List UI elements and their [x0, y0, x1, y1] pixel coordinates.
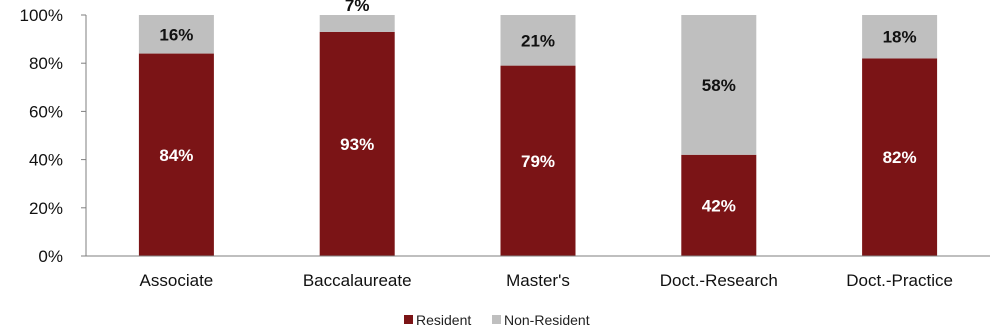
legend-label: Non-Resident: [504, 312, 590, 328]
y-tick-label: 0%: [38, 247, 63, 266]
data-labels: 84% 16% 93% 7% 79% 21% 42% 58% 82% 18%: [159, 0, 916, 215]
y-tick-label: 80%: [29, 54, 63, 73]
data-label: 18%: [883, 28, 917, 47]
data-label: 79%: [521, 152, 555, 171]
bar-resident: [862, 58, 938, 256]
data-label: 7%: [345, 0, 370, 15]
legend-swatch: [404, 315, 413, 324]
data-label: 42%: [702, 196, 736, 215]
legend-label: Resident: [416, 312, 471, 328]
data-label: 82%: [883, 148, 917, 167]
y-tick-label: 100%: [20, 6, 63, 25]
data-label: 16%: [159, 25, 193, 44]
bar-non-resident: [500, 15, 576, 66]
data-label: 21%: [521, 31, 555, 50]
y-tick-label: 40%: [29, 151, 63, 170]
data-label: 84%: [159, 146, 193, 165]
x-tick-label: Associate: [140, 271, 214, 290]
bar-non-resident: [681, 15, 757, 155]
x-tick-label: Baccalaureate: [303, 271, 412, 290]
legend: Resident Non-Resident: [404, 312, 590, 328]
y-axis: 0% 20% 40% 60% 80% 100%: [20, 6, 87, 266]
bar-resident: [319, 31, 395, 257]
legend-swatch: [492, 315, 501, 324]
bar-non-resident: [319, 15, 395, 32]
y-tick-label: 60%: [29, 102, 63, 121]
x-tick-label: Doct.-Practice: [846, 271, 953, 290]
bar-non-resident: [138, 15, 214, 54]
x-tick-label: Doct.-Research: [660, 271, 778, 290]
data-label: 58%: [702, 76, 736, 95]
bar-resident: [138, 53, 214, 257]
y-tick-label: 20%: [29, 199, 63, 218]
data-label: 93%: [340, 135, 374, 154]
bar-resident: [681, 154, 757, 256]
bar-non-resident: [862, 15, 938, 59]
x-tick-label: Master's: [506, 271, 570, 290]
x-axis: Associate Baccalaureate Master's Doct.-Rese…: [86, 255, 990, 290]
bars: [138, 15, 938, 257]
bar-resident: [500, 65, 576, 256]
